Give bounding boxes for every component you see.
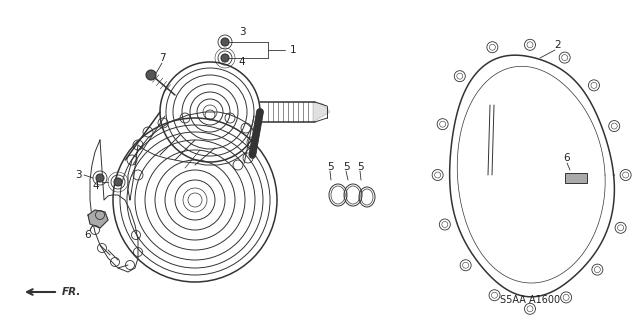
Text: 5: 5 (342, 162, 349, 172)
Circle shape (255, 119, 262, 125)
Text: 6: 6 (84, 230, 92, 240)
Text: 7: 7 (159, 53, 165, 63)
Text: 1: 1 (290, 45, 296, 55)
Circle shape (146, 70, 156, 80)
Text: 2: 2 (555, 40, 561, 50)
Polygon shape (313, 102, 330, 122)
Circle shape (250, 146, 257, 153)
Circle shape (251, 141, 258, 148)
Circle shape (254, 121, 261, 128)
Text: 5: 5 (356, 162, 364, 172)
Text: 5: 5 (326, 162, 333, 172)
Circle shape (256, 111, 263, 118)
Text: FR.: FR. (62, 287, 81, 297)
Circle shape (96, 174, 104, 182)
Circle shape (221, 54, 229, 62)
Circle shape (253, 126, 260, 133)
Circle shape (252, 134, 259, 141)
Circle shape (255, 114, 262, 121)
Text: 4: 4 (239, 57, 245, 67)
Text: 4: 4 (93, 181, 99, 191)
Circle shape (114, 178, 122, 186)
Circle shape (252, 131, 259, 138)
Text: S5AA A1600: S5AA A1600 (500, 295, 560, 305)
Circle shape (257, 108, 264, 116)
Bar (565, 173, 587, 183)
Text: 6: 6 (564, 153, 570, 163)
Circle shape (250, 144, 257, 151)
Circle shape (252, 136, 259, 143)
Circle shape (250, 149, 257, 156)
Circle shape (221, 38, 229, 46)
Circle shape (254, 124, 261, 131)
Circle shape (249, 151, 256, 158)
Polygon shape (88, 210, 108, 228)
Circle shape (255, 116, 262, 123)
Circle shape (251, 139, 258, 146)
Text: 3: 3 (239, 27, 245, 37)
Text: 3: 3 (75, 170, 81, 180)
Circle shape (253, 129, 260, 136)
